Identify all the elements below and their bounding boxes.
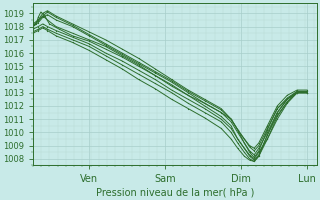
X-axis label: Pression niveau de la mer( hPa ): Pression niveau de la mer( hPa ) xyxy=(96,187,254,197)
